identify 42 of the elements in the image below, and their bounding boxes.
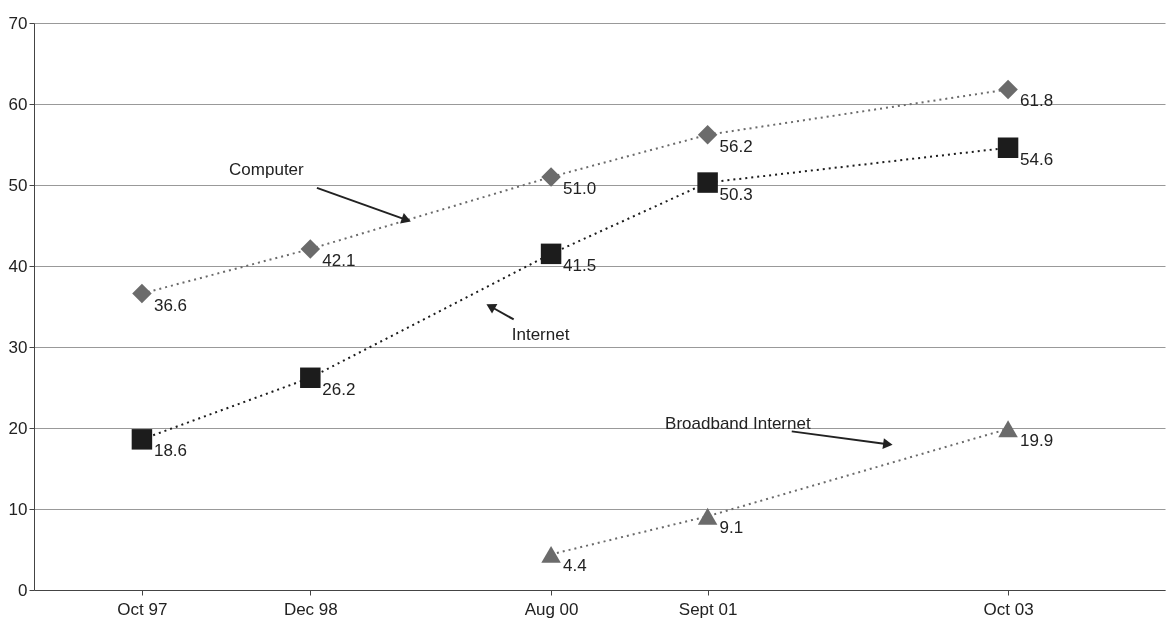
data-label: 61.8 <box>1020 91 1054 111</box>
data-label: 42.1 <box>322 250 356 270</box>
point <box>540 243 562 265</box>
y-tick-label: 20 <box>8 418 28 438</box>
data-label: 50.3 <box>719 184 753 204</box>
point <box>697 172 718 193</box>
data-label: 41.5 <box>563 255 597 275</box>
annotation: Computer <box>229 159 305 179</box>
point <box>697 507 718 525</box>
point <box>300 239 321 259</box>
x-tick-label: Sept 01 <box>678 599 738 619</box>
data-label: 9.1 <box>719 518 744 538</box>
point <box>697 125 718 145</box>
x-tick-label: Dec 98 <box>283 599 338 619</box>
data-label: 36.6 <box>153 295 188 315</box>
x-tick-label: Aug 00 <box>524 599 579 619</box>
point <box>132 283 152 304</box>
data-label: 54.6 <box>1020 149 1054 169</box>
data-label: 18.6 <box>153 441 188 461</box>
y-tick-label: 70 <box>8 13 28 33</box>
point <box>131 429 153 450</box>
y-tick-label: 60 <box>8 94 28 114</box>
point <box>541 545 561 563</box>
point <box>541 167 561 187</box>
point <box>998 420 1018 438</box>
y-tick-label: 0 <box>18 580 28 600</box>
annotation: Broadband Internet <box>665 414 811 434</box>
data-label: 19.9 <box>1020 430 1054 450</box>
y-tick-label: 50 <box>8 175 28 195</box>
y-tick-label: 30 <box>8 337 28 357</box>
point <box>997 137 1019 158</box>
data-label: 4.4 <box>563 556 587 576</box>
y-tick-label: 40 <box>8 256 28 276</box>
point <box>300 367 321 389</box>
data-label: 26.2 <box>322 379 356 399</box>
x-tick-label: Oct 03 <box>983 599 1034 619</box>
annotation: Internet <box>511 324 570 344</box>
data-label: 56.2 <box>719 136 753 156</box>
point <box>998 79 1018 100</box>
y-tick-label: 10 <box>8 499 28 519</box>
x-tick-label: Oct 97 <box>117 599 168 619</box>
data-label: 51.0 <box>563 178 597 198</box>
